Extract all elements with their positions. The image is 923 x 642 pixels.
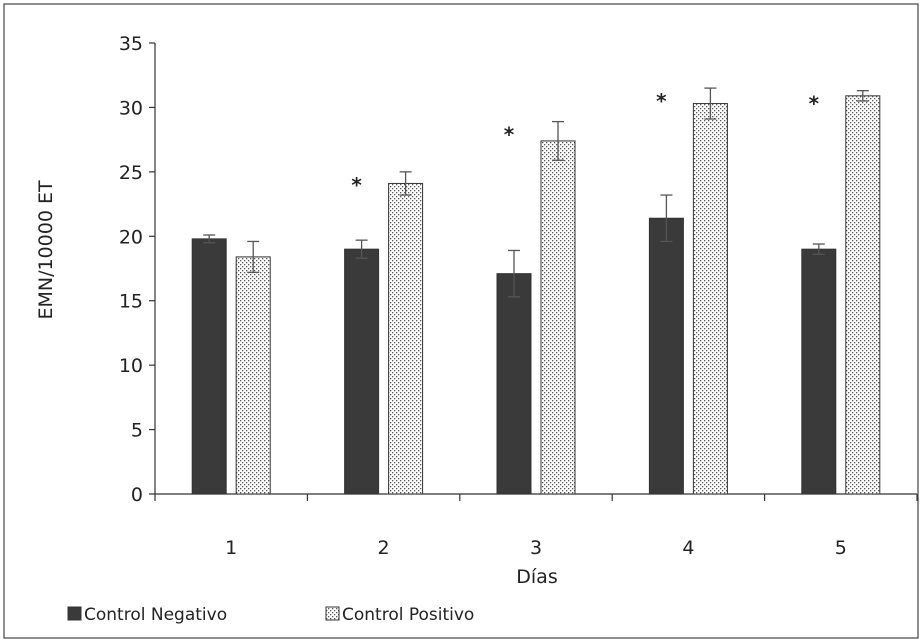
y-axis-title: EMN/10000 ET xyxy=(35,180,57,319)
x-tick-label: 1 xyxy=(225,537,237,559)
bar-control-positivo xyxy=(845,95,881,495)
bar-control-positivo xyxy=(692,103,728,495)
chart-border xyxy=(3,3,919,639)
legend-label-control-positivo: Control Positivo xyxy=(342,605,474,625)
bar-control-positivo xyxy=(540,140,576,495)
y-tick-label: 35 xyxy=(119,33,143,55)
y-tick-label: 20 xyxy=(119,226,143,248)
bar-control-negativo xyxy=(648,217,684,495)
legend-label-control-negativo: Control Negativo xyxy=(84,605,227,625)
legend-swatch-control-positivo xyxy=(325,606,340,621)
bar-control-negativo xyxy=(496,273,532,495)
y-tick-label: 30 xyxy=(119,97,143,119)
bar-control-negativo xyxy=(344,248,380,495)
bar-control-negativo xyxy=(191,238,227,495)
y-tick-label: 0 xyxy=(131,484,143,506)
bar-control-positivo xyxy=(235,256,271,495)
x-tick-label: 3 xyxy=(530,537,542,559)
bar-control-positivo xyxy=(388,182,424,495)
significance-marker: * xyxy=(351,173,362,197)
x-axis-title: Días xyxy=(516,566,557,588)
x-tick-label: 2 xyxy=(378,537,390,559)
bar-control-negativo xyxy=(801,248,837,495)
y-tick-label: 25 xyxy=(119,162,143,184)
x-tick-label: 4 xyxy=(682,537,694,559)
legend: Control Negativo Control Positivo xyxy=(67,605,474,625)
legend-swatch-control-negativo xyxy=(67,606,82,621)
significance-marker: * xyxy=(656,89,667,113)
significance-marker: * xyxy=(809,92,820,116)
y-tick-label: 15 xyxy=(119,291,143,313)
plot-area: 0 5 10 15 20 25 30 35 1 2 * 3 * 4 * 5 * xyxy=(119,33,918,559)
y-tick-label: 5 xyxy=(131,420,143,442)
y-tick-label: 10 xyxy=(119,355,143,377)
significance-marker: * xyxy=(504,123,515,147)
x-tick-label: 5 xyxy=(835,537,847,559)
